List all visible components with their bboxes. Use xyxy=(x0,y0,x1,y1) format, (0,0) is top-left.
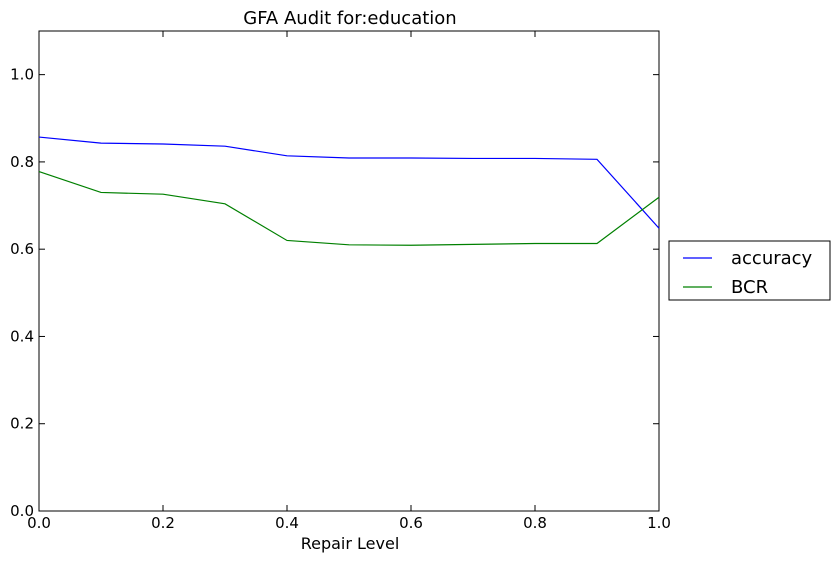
x-tick-label: 0.2 xyxy=(151,514,175,532)
axis-tick-labels: 0.0 0.2 0.4 0.6 0.8 1.0 0.0 0.2 0.4 0.6 0.8 1.0 xyxy=(10,66,671,532)
x-tick-label: 1.0 xyxy=(647,514,671,532)
x-tick-label: 0.8 xyxy=(523,514,547,532)
series-lines xyxy=(38,136,660,246)
x-tick-label: 0.6 xyxy=(399,514,423,532)
x-tick-label: 0.0 xyxy=(27,514,51,532)
legend-box xyxy=(668,240,831,301)
y-tick-label: 0.0 xyxy=(10,502,34,520)
plot-area xyxy=(38,30,660,512)
y-tick-label: 0.8 xyxy=(10,153,34,171)
legend-label-accuracy: accuracy xyxy=(731,248,813,269)
y-tick-label: 0.4 xyxy=(10,327,34,345)
axis-ticks xyxy=(38,31,660,512)
y-tick-label: 1.0 xyxy=(10,66,34,84)
legend: accuracy BCR xyxy=(668,240,831,301)
x-tick-label: 0.4 xyxy=(275,514,299,532)
chart-title: GFA Audit for:education xyxy=(243,8,456,29)
x-axis-title: Repair Level xyxy=(301,534,400,553)
legend-label-bcr: BCR xyxy=(731,277,768,298)
series-line-bcr xyxy=(38,170,660,246)
series-line-accuracy xyxy=(38,136,660,229)
y-tick-label: 0.6 xyxy=(10,240,34,258)
y-tick-label: 0.2 xyxy=(10,415,34,433)
